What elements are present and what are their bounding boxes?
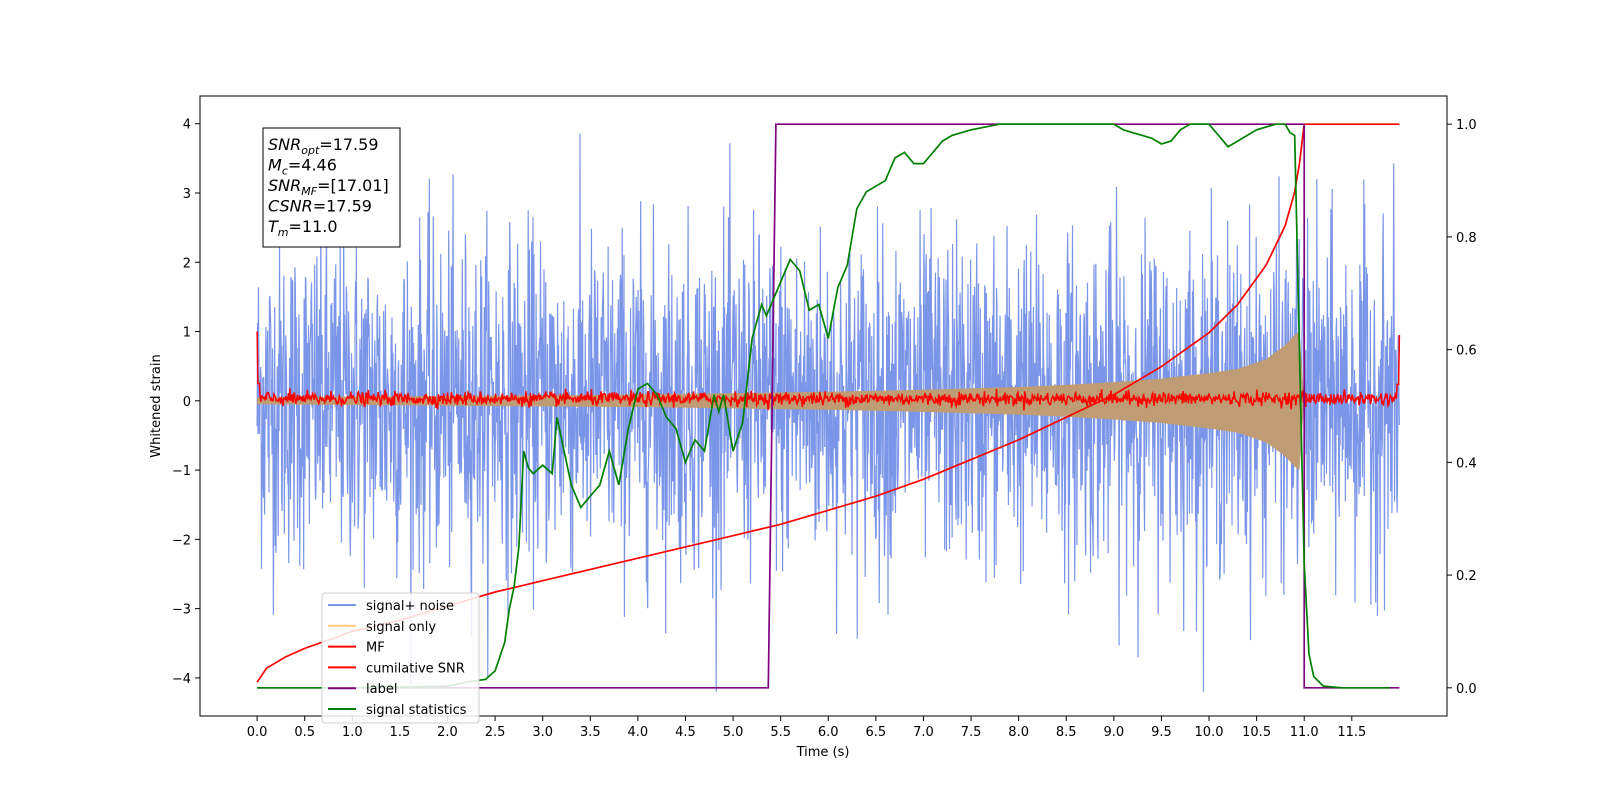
y-right-tick-label: 1.0 [1456,118,1477,133]
mf-series [256,331,1401,411]
x-tick-label: 9.0 [1103,725,1124,740]
legend-label: signal statistics [366,703,467,718]
x-tick-label: 10.0 [1195,725,1224,740]
y-tick-label: 3 [183,187,191,202]
stats-line: Mc=4.46 [268,156,337,178]
x-tick-label: 11.0 [1290,725,1319,740]
stats-annotation: SNRopt=17.59Mc=4.46SNRMF=[17.01]CSNR=17.… [262,127,401,248]
x-tick-label: 10.5 [1242,725,1271,740]
plot-frame [199,95,1448,717]
x-tick-label: 11.5 [1337,725,1366,740]
stats-line: CSNR=17.59 [268,197,372,216]
stats-line: SNRMF=[17.01] [268,176,389,198]
signal-statistics-series [257,123,1390,689]
y-tick-label: 2 [183,256,191,271]
x-axis-label: Time (s) [796,745,850,760]
y-tick-label: −3 [172,603,191,618]
x-tick-label: 4.0 [628,725,649,740]
x-tick-label: 2.5 [485,725,506,740]
x-tick-label: 1.5 [390,725,411,740]
x-tick-label: 0.5 [294,725,315,740]
y-tick-label: −4 [172,672,191,687]
legend-box [321,592,480,724]
x-tick-label: 6.0 [818,725,839,740]
legend: signal+ noise signal only MF cumilative SNR… [321,592,480,724]
y-right-tick-label: 0.0 [1456,682,1477,697]
x-tick-label: 2.0 [437,725,458,740]
y-right-tick-label: 0.2 [1456,569,1477,584]
y-right-tick-label: 0.6 [1456,344,1477,359]
y-tick-label: 1 [183,326,191,341]
y-axis-label: Whitened strain [149,354,164,457]
x-tick-label: 9.5 [1151,725,1172,740]
legend-label: signal only [366,620,436,635]
y-tick-label: −2 [172,533,191,548]
x-tick-label: 0.0 [247,725,268,740]
x-tick-label: 7.0 [913,725,934,740]
x-tick-label: 8.5 [1056,725,1077,740]
y-tick-label: 4 [183,118,191,133]
y-tick-label: −1 [172,464,191,479]
label-series [257,123,1400,689]
stats-line: SNRopt=17.59 [268,135,379,157]
x-tick-label: 1.0 [342,725,363,740]
legend-label: label [366,682,397,697]
x-tick-label: 8.0 [1008,725,1029,740]
x-tick-label: 5.0 [723,725,744,740]
legend-label: signal+ noise [366,599,454,614]
legend-label: cumilative SNR [366,661,465,676]
y-right-tick-label: 0.8 [1456,231,1477,246]
x-tick-label: 3.0 [532,725,553,740]
axis-ticks: 0.0 0.5 1.0 1.5 2.0 2.5 3.0 3.5 4.0 4.5 5.0 5.5 6.0 6… [172,118,1477,740]
stats-box [262,127,401,248]
x-tick-label: 7.5 [961,725,982,740]
y-right-tick-label: 0.4 [1456,456,1477,471]
x-tick-label: 3.5 [580,725,601,740]
y-tick-label: 0 [183,395,191,410]
legend-label: MF [366,641,385,656]
x-tick-label: 5.5 [770,725,791,740]
x-tick-label: 4.5 [675,725,696,740]
x-tick-label: 6.5 [866,725,887,740]
stats-line: Tm=11.0 [268,217,338,239]
